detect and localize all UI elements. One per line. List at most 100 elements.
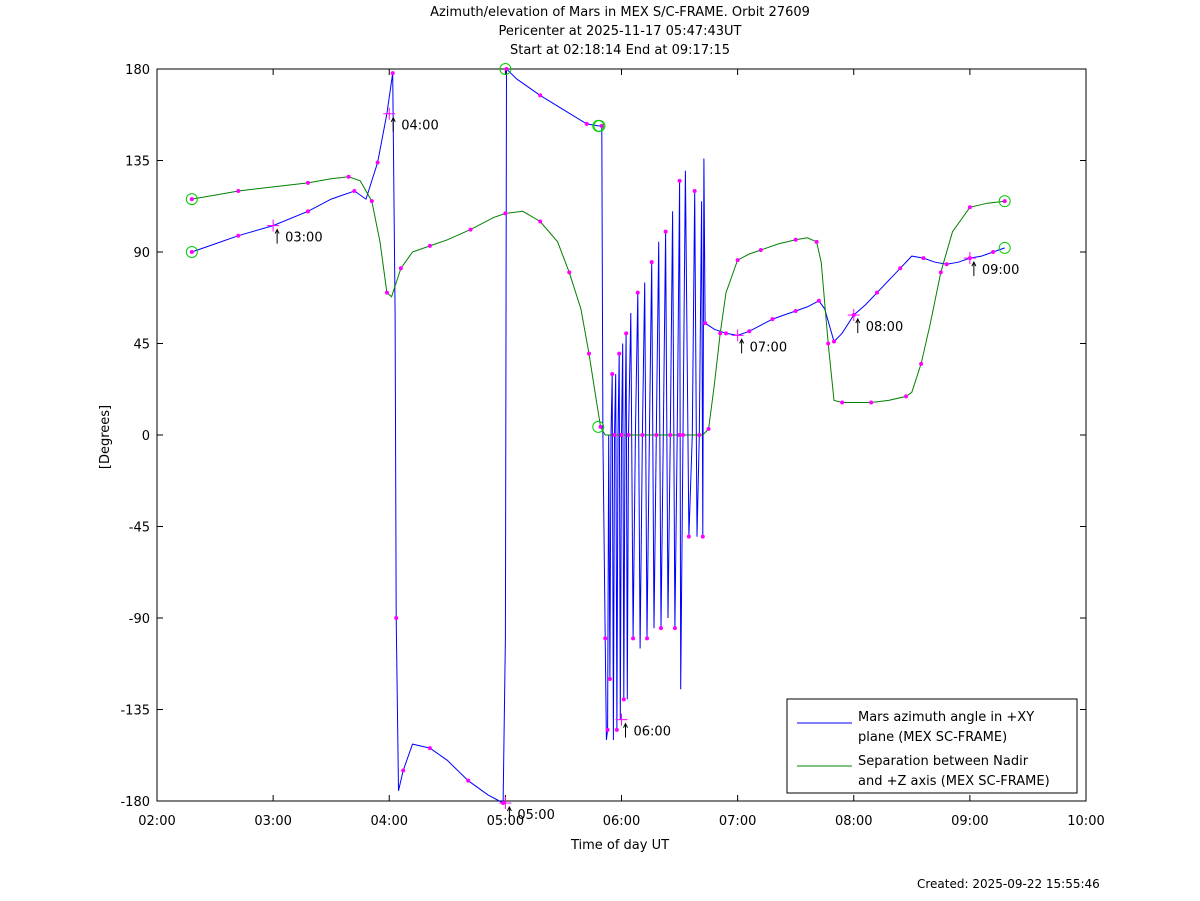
hour-annotation-label: 05:00 [517,808,554,823]
sample-dot-0 [654,433,659,437]
sample-dot-1 [346,174,351,179]
sample-dot-1 [677,433,682,437]
endpoint-marker-6 [998,241,1011,254]
sample-dot-0 [944,262,949,267]
sample-dot-0 [466,778,471,783]
annotation-layer: 03:00 04:00 05:00 06:00 07:00 08:00 09:00 [267,107,1019,823]
hour-annotation-label: 06:00 [634,725,671,740]
hour-arrowhead-4 [739,338,745,344]
legend-box [786,698,1078,794]
sample-dot-1 [189,197,194,202]
legend-label-separation-1: Separation between Nadir [858,754,1029,769]
hour-annotation-label: 07:00 [750,340,787,355]
sample-dot-1 [869,400,874,405]
x-tick-label: 08:00 [835,814,872,829]
sample-dot-1 [1002,199,1007,204]
hour-annotation-label: 08:00 [866,320,903,335]
sample-dot-1 [384,290,389,295]
x-tick-label: 07:00 [719,814,756,829]
created-timestamp: Created: 2025-09-22 15:55:46 [917,877,1100,891]
sample-dot-0 [793,308,798,313]
sample-dot-1 [793,237,798,242]
sample-dot-0 [692,189,697,193]
sample-dot-0 [649,260,654,265]
sample-dot-1 [967,205,972,210]
sample-dot-0 [375,160,380,165]
endpoint-marker-4 [592,420,605,433]
sample-dot-1 [718,331,723,336]
hour-arrowhead-5 [855,317,861,324]
sample-dot-0 [898,266,903,271]
y-tick-label: 45 [133,338,150,353]
sample-dot-0 [504,67,509,71]
sample-dot-0 [681,433,686,437]
sample-dot-1 [538,219,543,224]
hour-arrowhead-3 [623,722,628,728]
sample-dot-1 [919,361,924,366]
sample-dot-0 [390,71,395,76]
sample-dot-1 [305,180,310,185]
sample-dot-0 [236,233,241,238]
sample-dot-1 [398,266,403,271]
sample-dot-0 [672,626,677,631]
y-tick-label: 0 [142,429,150,444]
sample-dot-0 [401,768,406,773]
x-tick-label: 03:00 [254,814,291,829]
sample-dot-0 [631,636,636,641]
sample-dot-1 [236,189,241,193]
sample-dot-0 [991,250,996,254]
y-tick-label: -180 [120,795,150,810]
hour-annotation-label: 03:00 [285,231,322,246]
sample-dot-0 [607,677,612,681]
sample-dot-0 [697,433,702,437]
x-tick-label: 10:00 [1067,814,1104,829]
hour-arrowhead-6 [971,260,977,267]
sample-dot-0 [189,250,194,254]
chart-subtitle-pericenter: Pericenter at 2025-11-17 05:47:43UT [498,24,742,39]
axis-ticks: 02:00 03:00 04:00 05:00 06:00 07:00 08:00 09:00… [120,63,1104,829]
sample-dot-1 [735,258,740,263]
sample-dot-0 [621,697,626,702]
sample-dot-0 [624,331,629,336]
sample-dot-1 [814,239,819,244]
sample-dot-0 [603,636,608,641]
legend-label-azimuth-2: plane (MEX SC-FRAME) [858,730,1007,745]
hour-annotation-label: 04:00 [401,119,438,134]
y-axis-label: [Degrees] [98,405,113,469]
sample-dot-0 [635,290,640,295]
sample-dot-1 [826,341,831,346]
sample-dot-0 [703,321,708,326]
sample-dot-0 [605,727,610,732]
sample-dot-1 [706,426,711,431]
series-line-0 [191,67,1005,804]
sample-dot-0 [677,178,682,183]
y-tick-label: -135 [120,704,150,719]
sample-dot-0 [645,636,650,641]
sample-dot-0 [599,123,604,128]
x-tick-label: 04:00 [371,814,408,829]
hour-arrowhead-1 [390,116,396,122]
x-tick-label: 09:00 [951,814,988,829]
sample-dot-1 [427,243,432,248]
sample-dot-0 [700,534,705,539]
sample-dot-1 [503,211,508,216]
y-tick-label: -90 [129,612,150,627]
sample-dot-0 [394,616,399,620]
sample-dot-0 [724,331,729,336]
y-tick-label: 180 [125,63,150,78]
hour-arrowhead-2 [506,805,512,812]
sample-dot-0 [747,329,752,334]
sample-dot-1 [369,199,374,204]
hour-arrowhead-0 [274,228,280,234]
sample-dot-1 [938,270,943,275]
series-line-1 [191,176,1005,436]
sample-dot-1 [619,433,624,437]
sample-dot-0 [305,209,310,214]
endpoint-marker-2 [499,63,512,75]
legend: Mars azimuth angle in +XY plane (MEX SC-… [786,698,1078,794]
legend-label-azimuth-1: Mars azimuth angle in +XY [858,710,1034,725]
sample-dot-0 [874,290,879,295]
x-axis-label: Time of day UT [570,838,669,853]
sample-dot-0 [626,433,631,437]
y-tick-label: -45 [129,521,150,536]
